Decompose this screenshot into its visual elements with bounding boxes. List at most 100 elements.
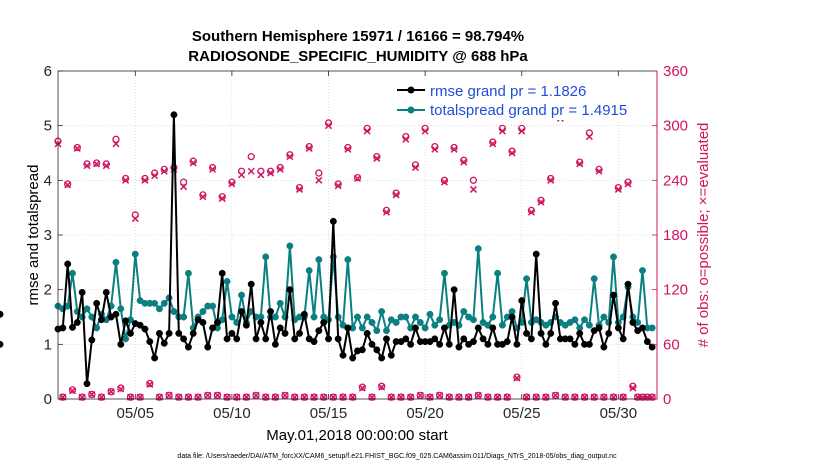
rmse-point [552, 299, 560, 307]
obs-possible-point [204, 391, 212, 400]
totalspread-point [600, 313, 608, 321]
obs-possible-point [155, 393, 164, 401]
obs-evaluated-stroke [199, 193, 207, 201]
obs-possible-point [450, 143, 458, 152]
rmse-point [431, 335, 439, 343]
obs-evaluated-stroke [585, 133, 593, 141]
rmse-point [643, 338, 651, 346]
obs-evaluated-point [151, 172, 159, 180]
obs-evaluated-point [402, 135, 410, 143]
rmse-point [276, 324, 284, 332]
obs-possible-point [344, 143, 352, 152]
obs-possible-point [64, 180, 72, 188]
totalspread-point [378, 308, 386, 315]
rmse-point [614, 324, 622, 332]
chart-title-line2: RADIOSONDE_SPECIFIC_HUMIDITY @ 688 hPa [188, 48, 528, 65]
rmse-point [518, 297, 526, 305]
y2-tick-label: 120 [663, 282, 688, 299]
legend-spread-label: totalspread grand pr = 1.4915 [430, 102, 627, 119]
legend: rmse grand pr = 1.1826 totalspread grand… [395, 80, 650, 120]
obs-possible-point [537, 196, 545, 205]
obs-evaluated-stroke [508, 149, 516, 157]
rmse-point [189, 329, 197, 337]
obs-evaluated-point [411, 164, 419, 172]
obs-possible-point [373, 152, 381, 161]
rmse-point [648, 343, 656, 351]
obs-possible-point [117, 384, 125, 392]
obs-possible-point [247, 152, 255, 161]
obs-possible-point [469, 176, 478, 184]
obs-evaluated-stroke [180, 183, 188, 191]
obs-evaluated-point [527, 208, 535, 216]
y2-tick-label: 0 [663, 391, 671, 408]
rmse-point [267, 308, 274, 315]
obs-evaluated-stroke [102, 162, 110, 170]
y2-tick-label: 360 [663, 63, 688, 80]
obs-evaluated-point [73, 144, 81, 152]
rmse-point [0, 310, 4, 318]
obs-possible-point [160, 165, 168, 174]
totalspread-point [431, 321, 439, 329]
rmse-point [349, 354, 357, 362]
obs-possible-point [73, 143, 81, 152]
obs-evaluated-stroke [141, 176, 149, 184]
rmse-point [209, 324, 217, 332]
x-tick-label: 05/15 [310, 405, 348, 422]
y-axis-right: 0 60 120 180 240 300 360 [652, 63, 688, 408]
obs-evaluated-point [83, 162, 91, 170]
obs-evaluated-point [199, 193, 207, 201]
x-tick-label: 05/30 [600, 405, 638, 422]
obs-possible-point [165, 391, 173, 400]
obs-evaluated-point [189, 159, 197, 167]
obs-possible-point [629, 382, 637, 390]
obs-possible-point [368, 393, 376, 401]
obs-evaluated-stroke [213, 391, 221, 399]
obs-evaluated-point [614, 185, 622, 193]
obs-evaluated-point [102, 162, 110, 170]
rmse-point [407, 340, 415, 348]
rmse-point [484, 340, 492, 348]
obs-evaluated-stroke [122, 176, 130, 184]
y2-axis-label: # of obs: o=possible; ×=evaluated [695, 123, 712, 348]
obs-possible-point [440, 176, 449, 184]
obs-possible-point [334, 180, 342, 188]
obs-possible-point [353, 173, 362, 182]
rmse-point [508, 313, 516, 321]
obs-possible-point [88, 390, 96, 399]
obs-possible-point [228, 178, 236, 186]
obs-possible-point [223, 393, 231, 401]
rmse-point [450, 286, 458, 294]
obs-possible-point [179, 178, 188, 186]
rmse-point [610, 291, 617, 299]
obs-evaluated-stroke [474, 391, 482, 399]
obs-evaluated-stroke [614, 185, 622, 193]
obs-evaluated-point [378, 383, 386, 391]
rmse-point [257, 319, 265, 326]
obs-evaluated-stroke [334, 182, 342, 190]
rmse-point [247, 280, 255, 288]
y2-tick-label: 60 [663, 336, 680, 353]
rmse-point [378, 354, 386, 362]
rmse-point [358, 346, 366, 354]
totalspread-point [474, 245, 482, 253]
totalspread-point [412, 313, 419, 321]
obs-evaluated-point [373, 154, 381, 162]
obs-evaluated-stroke [450, 145, 458, 153]
rmse-point [136, 321, 144, 329]
obs-possible-point [213, 391, 222, 400]
legend-spread-marker [407, 106, 415, 114]
rmse-point [296, 329, 303, 337]
rmse-point [69, 323, 76, 331]
obs-possible-point [561, 393, 569, 401]
x-tick-label: 05/05 [117, 405, 155, 422]
obs-evaluated-stroke [286, 153, 294, 161]
rmse-point [165, 329, 173, 337]
rmse-point [117, 340, 125, 348]
rmse-point [310, 338, 318, 346]
rmse-point [180, 335, 188, 343]
rmse-point [271, 340, 279, 348]
obs-evaluated-stroke [218, 195, 226, 203]
totalspread-point [184, 269, 192, 277]
obs-evaluated-point [68, 387, 77, 395]
obs-evaluated-stroke [247, 167, 255, 175]
